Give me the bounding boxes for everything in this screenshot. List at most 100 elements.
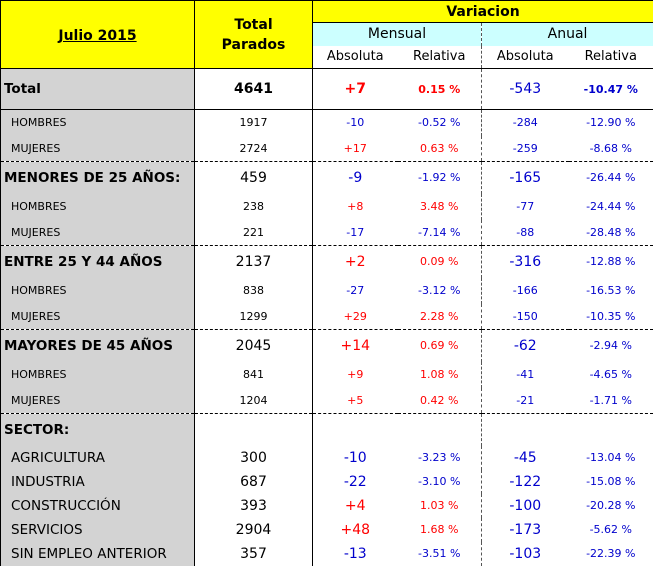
cell-m-abs: -10 [313,110,398,136]
cell-m-abs: +2 [313,246,398,278]
cell-m-rel: 0.42 % [398,388,482,414]
cell-a-abs: -259 [482,136,569,162]
cell-m-rel: 3.48 % [398,194,482,220]
cell-total: 221 [195,220,313,246]
cell-m-rel: 1.68 % [398,518,482,542]
row-label: MUJERES [1,388,195,414]
row-label: INDUSTRIA [1,470,195,494]
cell-m-abs: +48 [313,518,398,542]
cell-a-rel [569,414,653,446]
cell-a-abs: -165 [482,162,569,194]
cell-total: 2137 [195,246,313,278]
cell-a-rel: -13.04 % [569,446,653,470]
cell-m-abs: +5 [313,388,398,414]
cell-m-rel: -3.12 % [398,278,482,304]
cell-total: 4641 [195,69,313,110]
cell-a-abs: -45 [482,446,569,470]
cell-a-abs: -21 [482,388,569,414]
mensual-header: Mensual [313,23,482,46]
cell-a-rel: -10.47 % [569,69,653,110]
cell-m-rel: -3.51 % [398,542,482,566]
row-label: HOMBRES [1,194,195,220]
cell-a-abs: -100 [482,494,569,518]
anual-relativa-header: Relativa [569,46,653,69]
cell-total: 2045 [195,330,313,362]
period-header: Julio 2015 [1,1,195,69]
cell-a-rel: -5.62 % [569,518,653,542]
cell-total: 2904 [195,518,313,542]
row-label: MENORES DE 25 AÑOS: [1,162,195,194]
cell-a-abs: -316 [482,246,569,278]
cell-m-abs: +4 [313,494,398,518]
cell-a-rel: -16.53 % [569,278,653,304]
cell-a-rel: -4.65 % [569,362,653,388]
cell-m-abs: -27 [313,278,398,304]
cell-a-rel: -22.39 % [569,542,653,566]
cell-m-rel: 0.15 % [398,69,482,110]
cell-total: 2724 [195,136,313,162]
table-row-menores-de-25-anos: MENORES DE 25 AÑOS:459-9-1.92 %-165-26.4… [1,162,653,194]
cell-a-abs: -77 [482,194,569,220]
cell-m-rel: 0.63 % [398,136,482,162]
cell-a-rel: -8.68 % [569,136,653,162]
cell-total: 238 [195,194,313,220]
row-label: MUJERES [1,304,195,330]
cell-total: 841 [195,362,313,388]
cell-a-abs: -543 [482,69,569,110]
variacion-header: Variacion [313,1,653,23]
cell-m-abs: +14 [313,330,398,362]
row-label: MUJERES [1,220,195,246]
cell-total: 1204 [195,388,313,414]
row-label: Total [1,69,195,110]
cell-total: 459 [195,162,313,194]
cell-a-abs: -166 [482,278,569,304]
cell-m-abs: +17 [313,136,398,162]
period-title: Julio 2015 [58,28,136,44]
cell-m-abs: +8 [313,194,398,220]
cell-total: 1917 [195,110,313,136]
row-label: HOMBRES [1,110,195,136]
row-label: SERVICIOS [1,518,195,542]
cell-a-abs: -122 [482,470,569,494]
table-row-sector: SECTOR: [1,414,653,446]
cell-m-rel: -3.10 % [398,470,482,494]
cell-total: 300 [195,446,313,470]
cell-a-abs: -88 [482,220,569,246]
cell-total: 393 [195,494,313,518]
cell-a-rel: -26.44 % [569,162,653,194]
cell-a-abs: -284 [482,110,569,136]
cell-m-rel: 1.08 % [398,362,482,388]
row-label: CONSTRUCCIÓN [1,494,195,518]
cell-m-abs [313,414,398,446]
cell-total: 357 [195,542,313,566]
cell-a-rel: -24.44 % [569,194,653,220]
cell-m-abs: +9 [313,362,398,388]
cell-a-abs: -41 [482,362,569,388]
cell-total: 687 [195,470,313,494]
cell-m-rel: -7.14 % [398,220,482,246]
cell-total [195,414,313,446]
cell-a-abs: -150 [482,304,569,330]
cell-a-rel: -28.48 % [569,220,653,246]
row-label: MAYORES DE 45 AÑOS [1,330,195,362]
row-label: SIN EMPLEO ANTERIOR [1,542,195,566]
row-label: ENTRE 25 Y 44 AÑOS [1,246,195,278]
anual-header: Anual [482,23,653,46]
cell-m-abs: -10 [313,446,398,470]
cell-m-rel: -3.23 % [398,446,482,470]
cell-a-rel: -20.28 % [569,494,653,518]
cell-a-rel: -15.08 % [569,470,653,494]
cell-m-abs: -17 [313,220,398,246]
total-header-line2: Parados [195,35,312,55]
row-label: SECTOR: [1,414,195,446]
